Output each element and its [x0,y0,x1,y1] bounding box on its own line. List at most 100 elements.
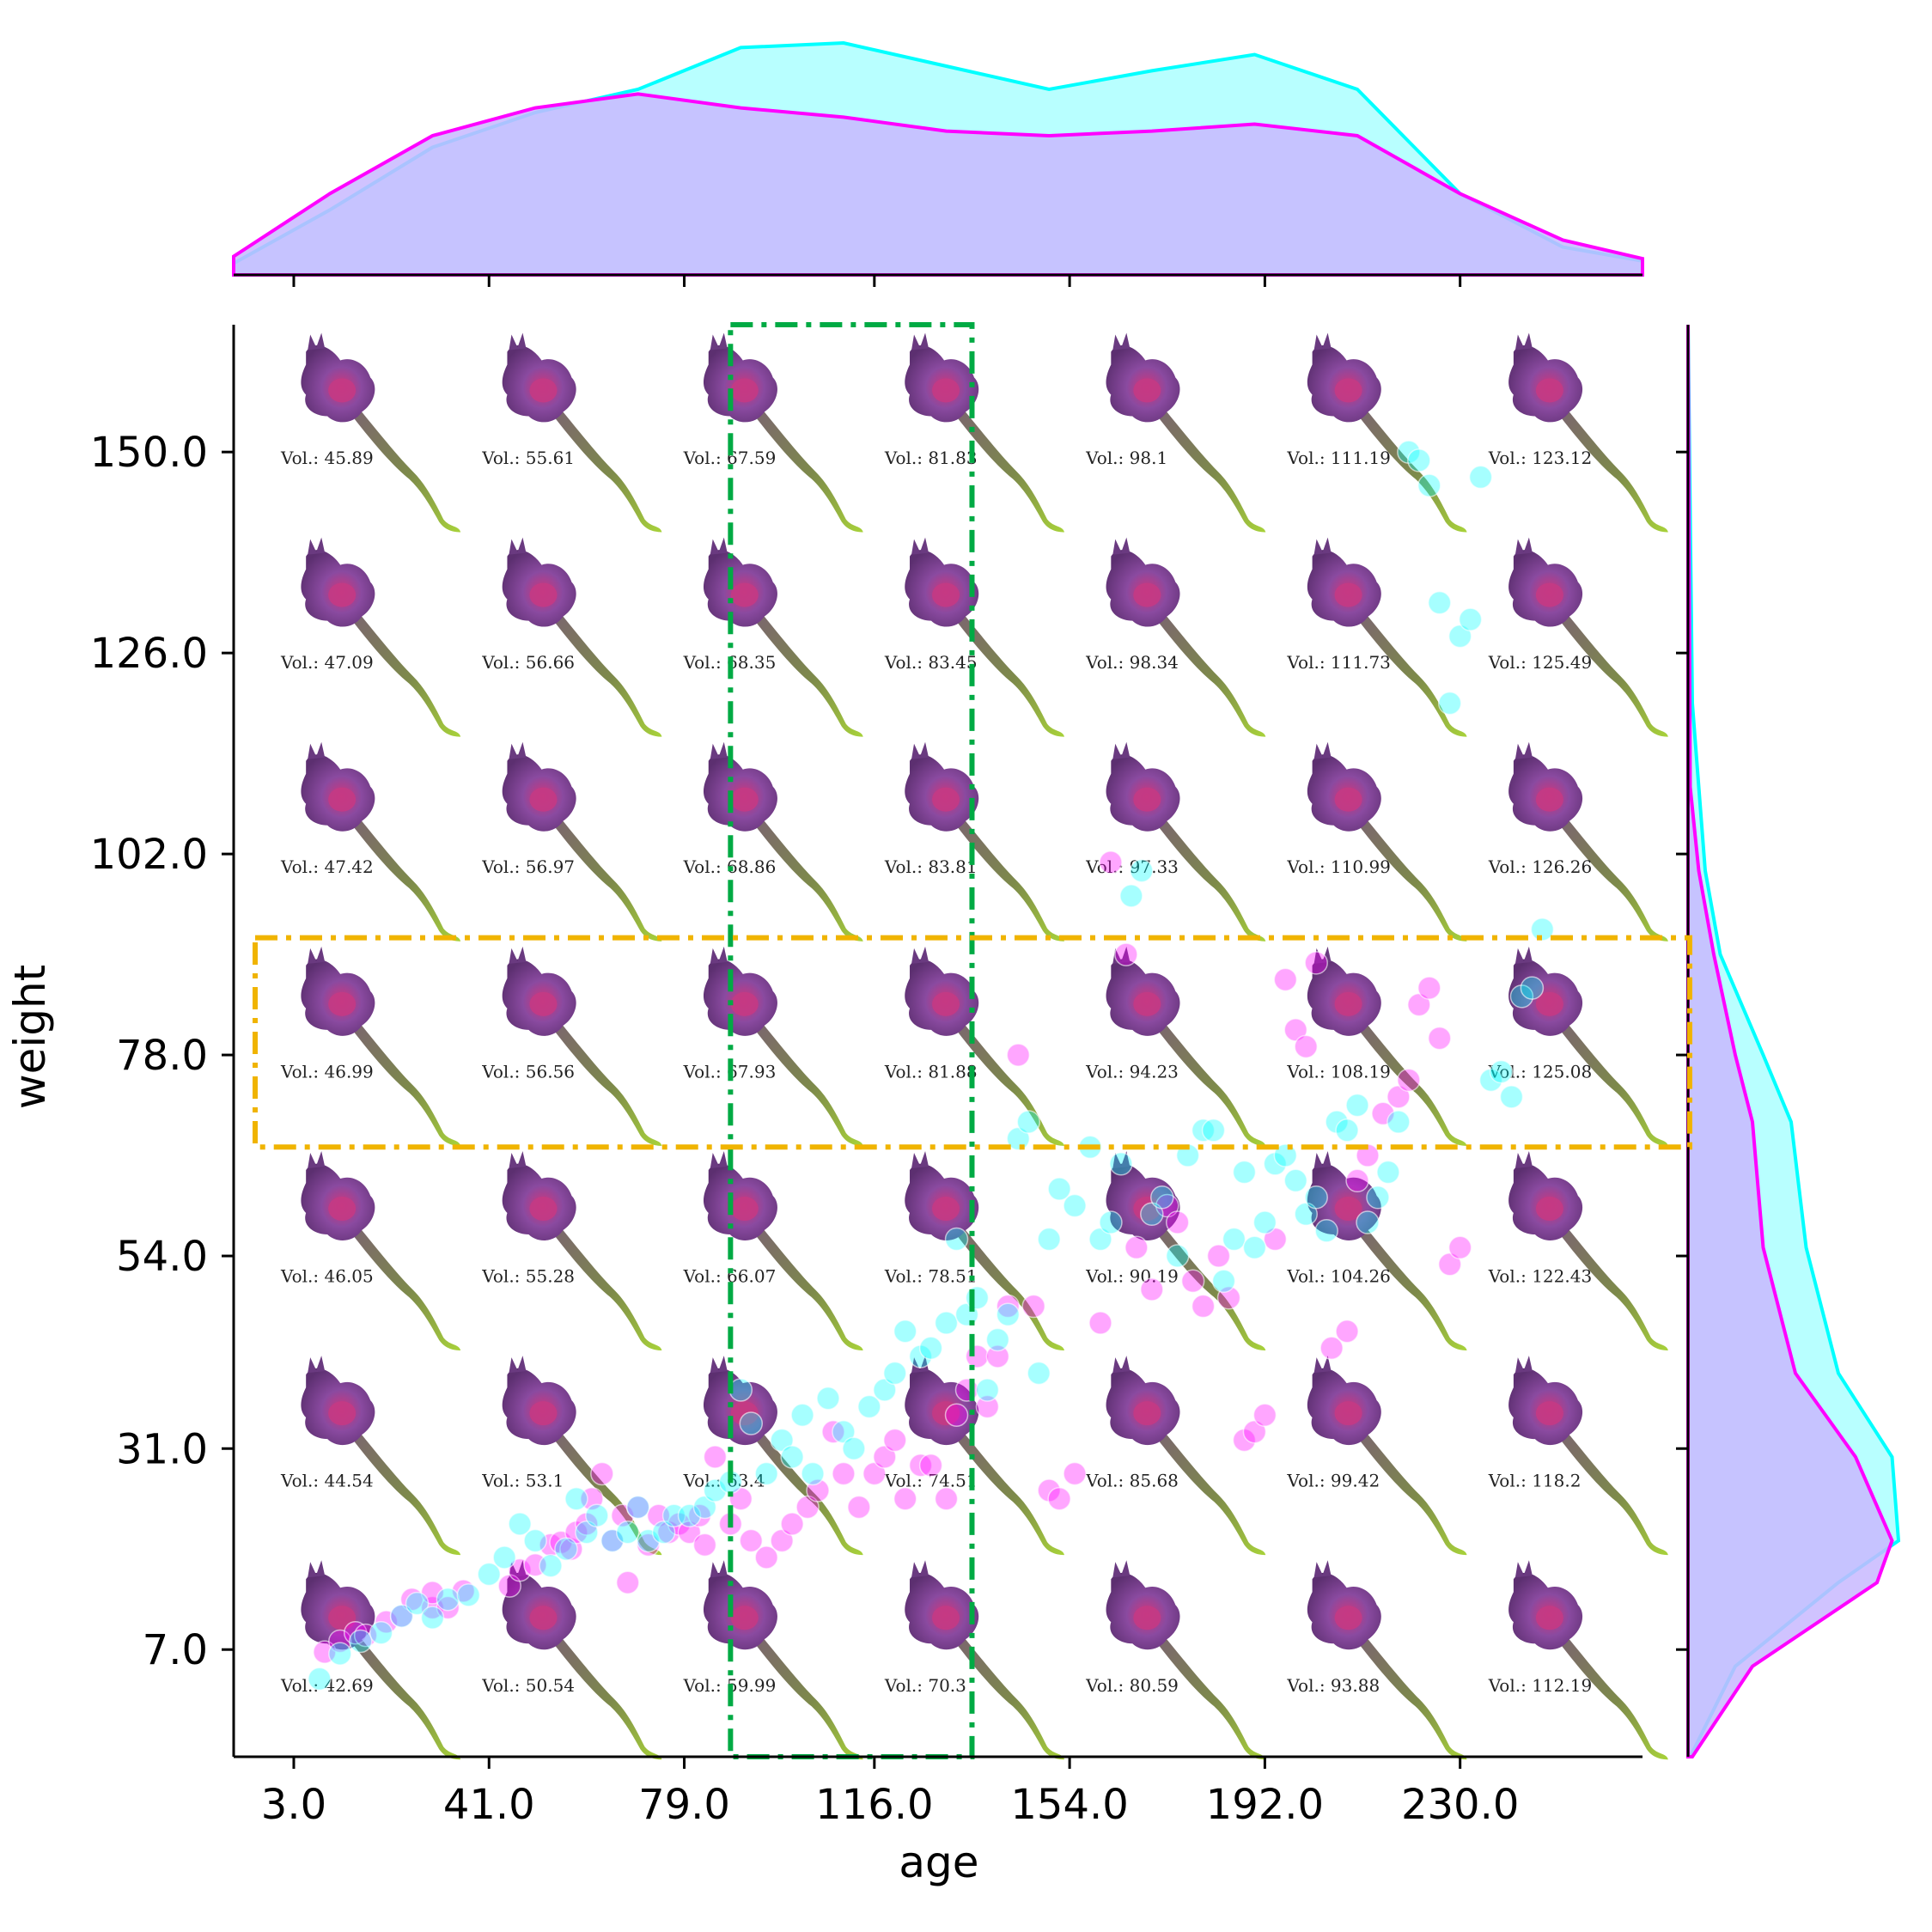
flower-image [301,1151,461,1351]
flower-image [703,1560,863,1760]
scatter-point-series-a [328,1629,352,1654]
y-tick-label: 78.0 [116,1032,208,1080]
scatter-point-series-a [944,1403,969,1428]
scatter-point-series-a [893,1486,917,1511]
volume-label: Vol.: 112.19 [1488,1675,1592,1696]
scatter-point-series-a [780,1512,804,1536]
flower-image [1508,537,1668,737]
scatter-point-series-a [954,1378,979,1402]
scatter-point-series-b [308,1667,332,1691]
scatter-point-series-b [1335,1118,1359,1143]
flower-image [1508,1356,1668,1556]
volume-label: Vol.: 47.09 [280,652,374,673]
flower-image [1508,741,1668,942]
flower-image [703,1151,863,1351]
x-axis-label: age [899,1838,978,1887]
flower-image [905,332,1065,533]
flower-image [703,946,863,1146]
main-plot-area: Vol.: 45.89 Vol.: 55.61 Vol.: 67.59 Vol.: 8… [90,322,1692,1829]
scatter-point-series-a [1063,1461,1087,1486]
y-tick-label: 31.0 [116,1425,208,1473]
y-tick-label: 7.0 [143,1626,208,1674]
scatter-point-series-b [436,1587,460,1612]
scatter-point-series-b [996,1302,1021,1327]
scatter-point-series-b [1099,1210,1123,1234]
scatter-point-series-a [985,1344,1010,1368]
scatter-point-series-a [821,1420,845,1444]
x-tick-label: 116.0 [815,1781,933,1829]
flower-image [502,1560,662,1760]
volume-label: Vol.: 70.3 [884,1675,966,1696]
volume-label: Vol.: 90.19 [1085,1266,1179,1287]
volume-label: Vol.: 111.19 [1286,448,1390,468]
scatter-point-series-a [754,1545,778,1569]
scatter-point-series-b [615,1520,640,1545]
scatter-point-series-b [1427,590,1452,615]
scatter-point-series-b [975,1378,1000,1402]
volume-label: Vol.: 98.1 [1085,448,1167,468]
scatter-point-series-b [1063,1193,1087,1218]
scatter-point-series-b [1027,1361,1051,1386]
scatter-point-series-b [1283,1168,1308,1193]
scatter-point-series-b [934,1311,959,1335]
scatter-point-series-b [1314,1219,1338,1243]
scatter-point-series-a [1252,1403,1277,1428]
scatter-point-series-b [1417,473,1441,497]
y-axis-label: weight [5,965,55,1110]
scatter-point-series-a [374,1610,399,1634]
scatter-point-series-a [1319,1336,1344,1361]
x-tick-label: 230.0 [1401,1781,1519,1829]
scatter-point-series-b [1530,917,1555,942]
scatter-point-series-b [790,1403,814,1428]
flower-image-grid: Vol.: 45.89 Vol.: 55.61 Vol.: 67.59 Vol.: 8… [280,332,1668,1760]
scatter-point-series-a [1273,967,1298,992]
flower-image [1106,1356,1266,1556]
scatter-point-series-b [1165,1244,1190,1268]
scatter-point-series-a [1140,1277,1164,1301]
scatter-point-series-b [944,1227,969,1252]
scatter-point-series-b [816,1387,840,1411]
flower-image [1307,1560,1467,1760]
volume-label: Vol.: 56.97 [481,856,575,877]
scatter-point-series-a [590,1461,614,1486]
scatter-point-series-b [554,1537,578,1561]
scatter-point-series-b [328,1642,352,1666]
scatter-point-series-b [1242,1235,1267,1260]
highlight-boxes [253,322,1692,1759]
flower-image [905,1151,1065,1351]
scatter-point-series-b [389,1604,414,1628]
volume-label: Vol.: 111.73 [1286,652,1390,673]
scatter-point-series-b [1252,1210,1277,1234]
flower-image [1106,332,1266,533]
scatter-point-series-a [1304,951,1328,975]
scatter-point-series-b [1119,884,1143,908]
scatter-point-series-a [1356,1143,1380,1167]
scatter-point-series-b [1130,858,1154,883]
volume-label: Vol.: 74.51 [884,1471,978,1491]
scatter-point-series-b [842,1436,866,1461]
flower-image [905,537,1065,737]
flower-image [1307,332,1467,533]
flower-image [1106,741,1266,942]
scatter-point-series-b [1109,1152,1133,1176]
horizontal-highlight-box [253,935,1692,1150]
x-tick-label: 192.0 [1206,1781,1324,1829]
scatter-point-series-a [934,1486,959,1511]
scatter-point-series-b [1376,1160,1400,1185]
volume-label: Vol.: 42.69 [280,1675,374,1696]
flower-image [502,332,662,533]
volume-label: Vol.: 56.56 [481,1061,575,1082]
scatter-point-series-b [1345,1093,1369,1118]
scatter-point-series-b [636,1528,661,1553]
volume-label: Vol.: 93.88 [1286,1675,1380,1696]
flower-image [703,537,863,737]
flower-image [905,1560,1065,1760]
scatter-point-series-b [1037,1227,1061,1252]
volume-label: Vol.: 78.51 [884,1266,978,1287]
scatter-point-series-a [615,1570,640,1594]
scatter-point-series-b [420,1606,445,1630]
flower-image [502,537,662,737]
scatter-point-series-b [739,1411,764,1435]
scatter-point-series-b [564,1486,588,1511]
